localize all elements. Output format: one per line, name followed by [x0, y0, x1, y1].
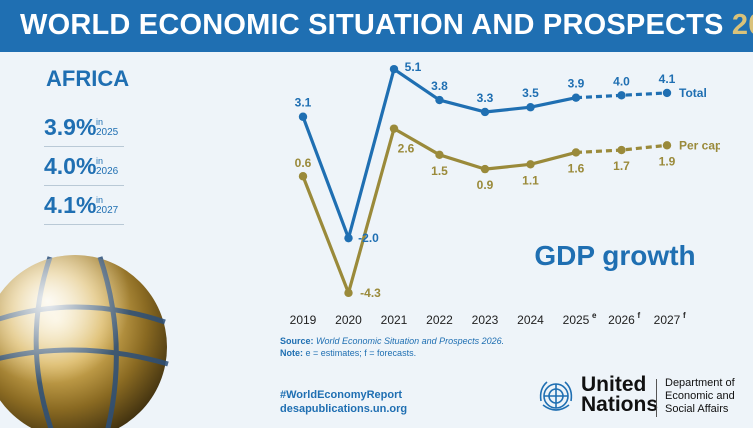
region-name: AFRICA — [46, 66, 130, 91]
desa-line2: Economic and — [665, 390, 735, 402]
data-label: 3.8 — [431, 79, 448, 93]
data-point — [617, 145, 626, 155]
un-name: United Nations — [581, 373, 659, 416]
data-point — [526, 103, 535, 112]
data-point — [480, 164, 490, 174]
x-tick-label: 2024 — [517, 313, 544, 327]
hashtag-link[interactable]: #WorldEconomyReport — [280, 389, 403, 401]
data-label: 1.1 — [522, 173, 539, 187]
x-tick-superscript: f — [638, 311, 641, 320]
data-label: 4.1 — [659, 72, 676, 86]
stat-in: in — [96, 156, 104, 166]
note-label: Note: — [280, 348, 303, 358]
legend-total: Total — [679, 86, 707, 100]
data-point — [344, 288, 353, 298]
source-text: World Economic Situation and Prospects 2… — [316, 336, 505, 346]
desa-line3: Social Affairs — [665, 403, 729, 415]
data-point — [344, 233, 353, 243]
data-point — [298, 112, 308, 121]
stat-in: in — [96, 195, 104, 205]
stat-year: 2025 — [96, 127, 119, 138]
left-panel: AFRICA 3.9% in 2025 4.0% in 2026 4.1% in… — [0, 52, 152, 428]
data-label: 1.6 — [568, 161, 585, 175]
source-label: Source: — [280, 336, 314, 346]
title-year: 2026 — [731, 9, 753, 41]
stat-year: 2026 — [96, 166, 119, 177]
data-point — [298, 172, 308, 181]
x-axis-ticks: 2019 2020 2021 2022 2023 2024 2025 e 2026 f 2027 f — [290, 311, 686, 327]
un-emblem-icon — [539, 381, 573, 411]
globe-graphic — [0, 255, 169, 428]
title-banner: WORLD ECONOMIC SITUATION AND PROSPECTS 2… — [0, 0, 753, 52]
x-tick-label: 2023 — [472, 313, 499, 327]
un-desa-logo: United Nations Department of Economic an… — [535, 373, 750, 423]
data-label: 1.5 — [431, 164, 448, 178]
logo-divider — [656, 379, 657, 417]
data-label: 3.9 — [568, 77, 585, 91]
data-point — [571, 93, 581, 102]
data-point — [571, 148, 581, 157]
data-label: 1.9 — [659, 154, 676, 168]
footer-links: #WorldEconomyReport desapublications.un.… — [280, 388, 407, 416]
title-text: WORLD ECONOMIC SITUATION AND PROSPECTS — [20, 9, 724, 41]
x-tick-label: 2020 — [335, 313, 362, 327]
x-tick-superscript: e — [592, 311, 597, 320]
stat-2026: 4.0% in 2026 — [44, 151, 124, 186]
x-tick-label: 2025 — [563, 313, 590, 327]
data-label: 2.6 — [398, 142, 415, 156]
data-labels: 3.1 -2.0 5.1 3.8 3.3 3.5 3.9 4.0 4.1 0.6 -4.3 2.6 1.… — [295, 60, 676, 300]
data-point — [389, 64, 399, 74]
x-tick-label: 2019 — [290, 313, 317, 327]
data-point — [662, 141, 672, 150]
chart-title: GDP growth — [534, 240, 695, 271]
data-point — [435, 150, 444, 160]
x-tick-label: 2026 — [608, 313, 635, 327]
x-tick-label: 2027 — [654, 313, 681, 327]
data-label: 0.9 — [477, 178, 494, 192]
data-label: -4.3 — [360, 286, 381, 300]
stat-value: 4.0% — [44, 153, 97, 179]
data-point — [389, 124, 399, 133]
stat-2025: 3.9% in 2025 — [44, 112, 124, 147]
un-name-line1: United — [581, 373, 647, 396]
data-point — [617, 91, 626, 100]
un-name-line2: Nations — [581, 393, 659, 416]
stat-in: in — [96, 117, 104, 127]
data-label: 1.7 — [613, 159, 630, 173]
stat-2027: 4.1% in 2027 — [44, 190, 124, 225]
website-link[interactable]: desapublications.un.org — [280, 403, 408, 415]
x-tick-superscript: f — [683, 311, 686, 320]
data-label: -2.0 — [358, 231, 379, 245]
data-points — [298, 64, 672, 298]
source-note: Source: World Economic Situation and Pro… — [280, 335, 504, 359]
data-label: 3.5 — [522, 86, 539, 100]
legend-per-capita: Per capita — [679, 138, 720, 152]
data-label: 3.3 — [477, 91, 494, 105]
desa-line1: Department of — [665, 377, 735, 389]
stat-value: 3.9% — [44, 114, 97, 140]
x-tick-label: 2021 — [381, 313, 408, 327]
data-label: 5.1 — [405, 60, 422, 74]
stat-value: 4.1% — [44, 192, 97, 218]
data-point — [435, 95, 444, 105]
page-title: WORLD ECONOMIC SITUATION AND PROSPECTS 2… — [20, 9, 753, 42]
data-label: 3.1 — [295, 96, 312, 110]
data-point — [480, 107, 490, 117]
x-tick-label: 2022 — [426, 313, 453, 327]
data-point — [526, 160, 535, 169]
data-label: 4.0 — [613, 74, 630, 88]
note-text: e = estimates; f = forecasts. — [305, 348, 417, 358]
gdp-growth-chart: 3.1 -2.0 5.1 3.8 3.3 3.5 3.9 4.0 4.1 0.6 -4.3 2.6 1.… — [290, 60, 720, 327]
stat-year: 2027 — [96, 205, 119, 216]
desa-name: Department of Economic and Social Affair… — [665, 377, 735, 416]
data-label: 0.6 — [295, 156, 312, 170]
data-point — [662, 88, 672, 98]
